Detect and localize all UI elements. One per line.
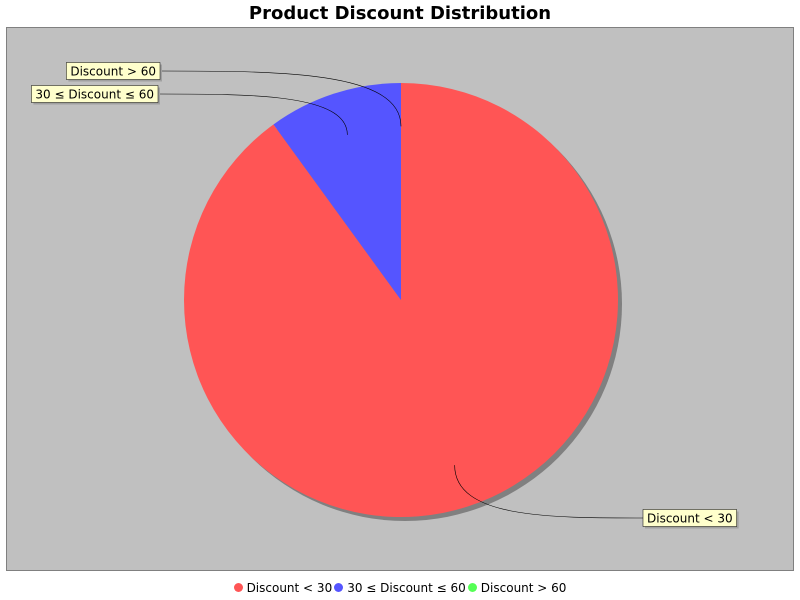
legend-label: Discount > 60 (480, 581, 567, 595)
leader-line (157, 93, 348, 135)
leader-line (454, 465, 644, 519)
legend-item: 30 ≤ Discount ≤ 60 (334, 580, 466, 596)
legend-item: Discount > 60 (467, 580, 567, 596)
label-box (31, 85, 159, 103)
legend-swatch-icon (467, 583, 477, 592)
legend: Discount < 30 30 ≤ Discount ≤ 60 Discount … (0, 580, 800, 596)
legend-label: Discount < 30 (246, 581, 333, 595)
pie-slice[interactable] (273, 83, 401, 300)
plot-area: Discount < 30 30 ≤ Discount ≤ 60 Discount … (6, 27, 794, 571)
chart-title: Product Discount Distribution (248, 3, 552, 24)
label-box (642, 509, 737, 527)
label-box (66, 62, 161, 80)
slice-label: Discount > 60 (66, 62, 402, 127)
slice-label: 30 ≤ Discount ≤ 60 (31, 85, 348, 135)
leader-line (159, 70, 402, 127)
legend-swatch-icon (233, 583, 243, 592)
legend-label: 30 ≤ Discount ≤ 60 (347, 581, 466, 595)
svg-text:Discount < 30: Discount < 30 (647, 512, 733, 526)
legend-item: Discount < 30 (233, 580, 333, 596)
pie-chart: Discount < 30 30 ≤ Discount ≤ 60 Discount … (31, 62, 739, 529)
pie-slice[interactable] (183, 83, 618, 517)
svg-text:Discount > 60: Discount > 60 (70, 65, 156, 79)
slice-label: Discount < 30 (454, 465, 739, 529)
svg-text:30 ≤ Discount ≤ 60: 30 ≤ Discount ≤ 60 (35, 88, 154, 102)
legend-swatch-icon (334, 583, 344, 592)
